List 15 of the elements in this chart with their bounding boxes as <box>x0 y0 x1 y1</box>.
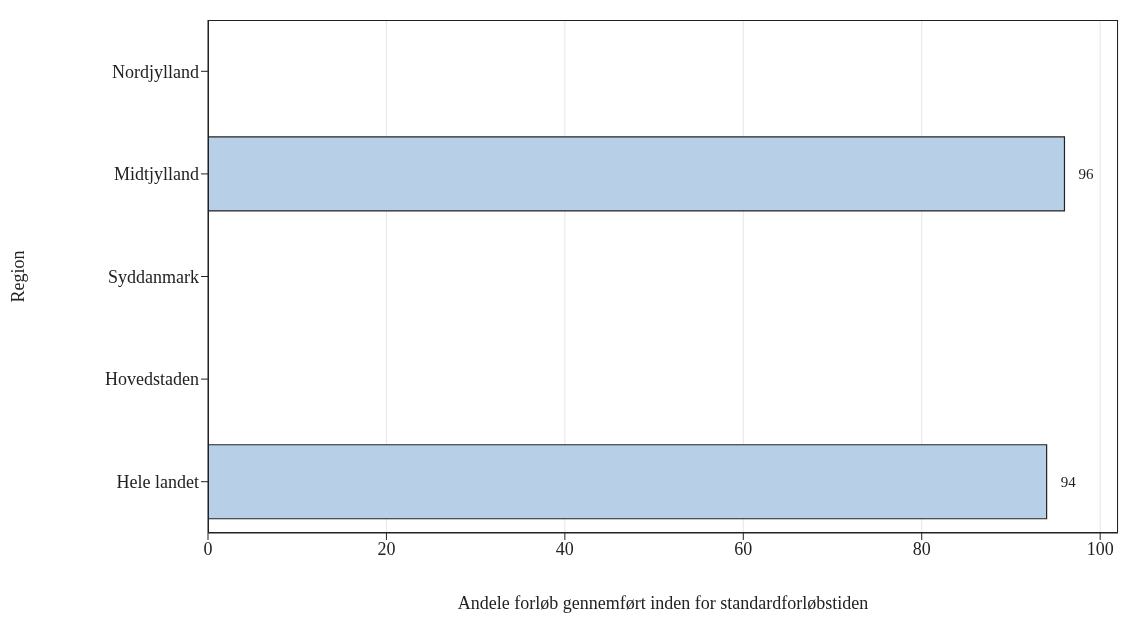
x-tick-label: 80 <box>912 538 931 559</box>
y-tick-label: Midtjylland <box>114 164 199 185</box>
x-tick-label: 100 <box>1086 538 1114 559</box>
y-tick-label: Hele landet <box>116 472 199 493</box>
y-tick-label: Syddanmark <box>108 266 199 287</box>
data-label: 96 <box>1078 166 1094 183</box>
x-tick-label: 20 <box>377 538 396 559</box>
y-tick-label: Hovedstaden <box>105 369 199 390</box>
y-tick-label: Nordjylland <box>112 61 199 82</box>
y-axis-title: Region <box>8 250 29 303</box>
x-tick-label: 40 <box>555 538 574 559</box>
x-tick-label: 60 <box>734 538 753 559</box>
x-axis-title: Andele forløb gennemført inden for standardforløbstiden <box>457 593 869 613</box>
data-label: 94 <box>1060 474 1077 491</box>
x-tick-label: 0 <box>203 538 213 559</box>
